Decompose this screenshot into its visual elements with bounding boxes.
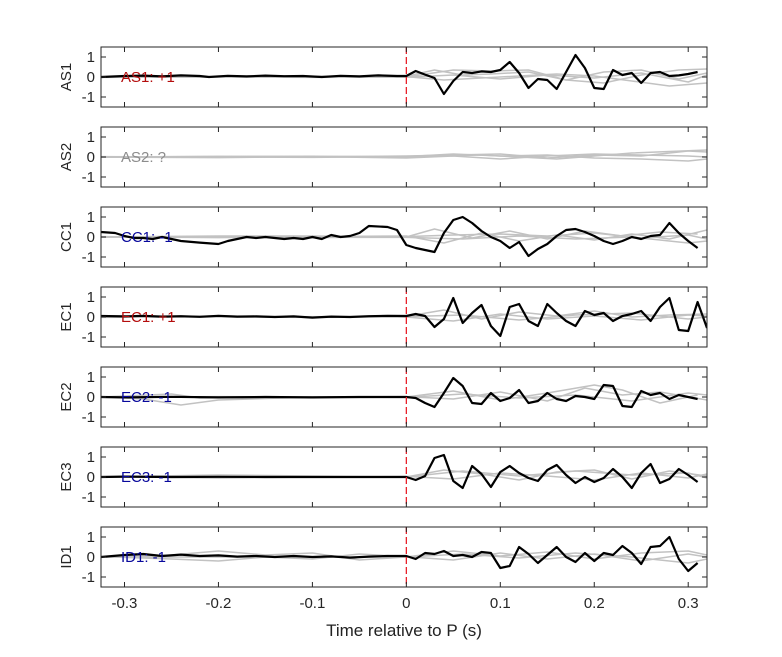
background-trace (101, 470, 707, 479)
background-trace (101, 72, 707, 83)
main-trace (101, 296, 707, 338)
background-trace (101, 384, 698, 404)
y-tick-label: 0 (87, 309, 95, 326)
x-tick-label: 0.3 (678, 595, 699, 612)
panel-ec2: 1 0 -1 EC2 EC2: -1 (58, 366, 708, 428)
y-tick-label: 0 (87, 549, 95, 566)
polarity-annotation: EC3: -1 (121, 469, 172, 486)
y-axis-label: EC2 (58, 382, 75, 411)
y-tick-label: 0 (87, 69, 95, 86)
y-tick-label: -1 (82, 249, 95, 266)
y-tick-label: -1 (82, 489, 95, 506)
traces-ec1 (101, 296, 707, 338)
polarity-annotation: EC1: +1 (121, 309, 176, 326)
x-tick-label: 0.2 (584, 595, 605, 612)
panels-group: 1 0 -1 AS1 AS1: +1 1 0 -1 AS2 AS2: ? 1 0 -1 CC1 CC1: -… (58, 46, 708, 588)
y-tick-label: 1 (87, 449, 95, 466)
y-tick-label: -1 (82, 569, 95, 586)
x-tick-label: 0 (402, 595, 410, 612)
y-tick-label: 0 (87, 229, 95, 246)
y-axis-label: ID1 (58, 545, 75, 568)
background-trace (101, 387, 707, 406)
y-tick-label: -1 (82, 169, 95, 186)
traces-id1 (101, 535, 707, 573)
x-axis-label: Time relative to P (s) (326, 621, 482, 640)
x-tick-label: 0.1 (490, 595, 511, 612)
y-tick-label: 1 (87, 49, 95, 66)
panel-cc1: 1 0 -1 CC1 CC1: -1 (58, 206, 708, 268)
panel-id1: 1 0 -1 ID1 ID1: -1 (58, 526, 708, 588)
y-tick-label: -1 (82, 89, 95, 106)
y-tick-label: 1 (87, 209, 95, 226)
y-tick-label: 1 (87, 369, 95, 386)
main-trace (101, 535, 699, 573)
x-tick-label: -0.2 (206, 595, 232, 612)
x-axis: -0.3 -0.2 -0.1 0 0.1 0.2 0.3 (112, 595, 699, 612)
background-trace (101, 73, 707, 87)
y-tick-label: 1 (87, 529, 95, 546)
y-axis-label: EC1 (58, 302, 75, 331)
y-tick-label: -1 (82, 329, 95, 346)
polarity-annotation: EC2: -1 (121, 389, 172, 406)
traces-ec3 (101, 453, 707, 490)
background-trace (101, 149, 707, 160)
x-tick-label: -0.3 (112, 595, 138, 612)
y-tick-label: -1 (82, 409, 95, 426)
polarity-annotation: ID1: -1 (121, 549, 166, 566)
polarity-annotation: AS2: ? (121, 149, 166, 166)
y-tick-label: 0 (87, 469, 95, 486)
x-tick-label: -0.1 (299, 595, 325, 612)
background-trace (101, 552, 707, 562)
polarity-annotation: AS1: +1 (121, 69, 175, 86)
main-trace (101, 215, 699, 258)
main-trace (101, 376, 698, 409)
y-axis-label: AS2 (58, 143, 75, 171)
main-trace (101, 453, 699, 490)
background-trace (101, 235, 707, 244)
traces-ec2 (101, 376, 707, 409)
y-axis-label: AS1 (58, 63, 75, 91)
polarity-annotation: CC1: -1 (121, 229, 173, 246)
y-tick-label: 1 (87, 289, 95, 306)
y-tick-label: 0 (87, 149, 95, 166)
traces-as2 (101, 149, 707, 162)
panel-ec1: 1 0 -1 EC1 EC1: +1 (58, 286, 708, 348)
traces-as1 (101, 53, 707, 96)
traces-cc1 (101, 215, 707, 258)
background-trace (101, 312, 707, 321)
y-axis-label: CC1 (58, 222, 75, 252)
panel-ec3: 1 0 -1 EC3 EC3: -1 (58, 446, 708, 508)
y-axis-label: EC3 (58, 462, 75, 491)
y-tick-label: 1 (87, 129, 95, 146)
y-tick-label: 0 (87, 389, 95, 406)
panel-as1: 1 0 -1 AS1 AS1: +1 (58, 46, 708, 108)
panel-as2: 1 0 -1 AS2 AS2: ? (58, 126, 708, 188)
main-trace (101, 53, 698, 96)
